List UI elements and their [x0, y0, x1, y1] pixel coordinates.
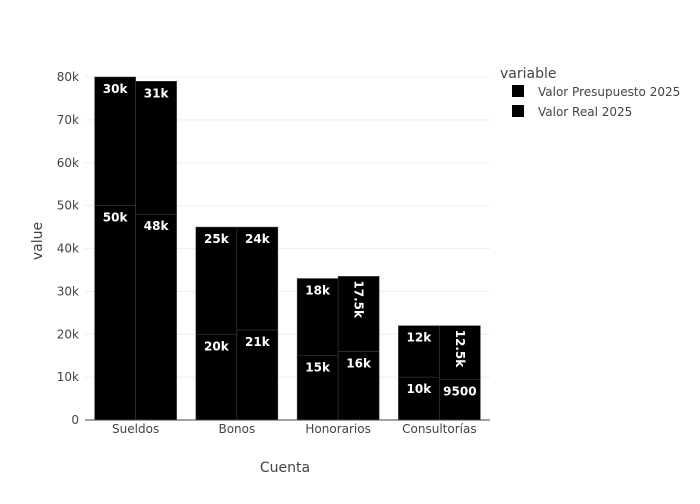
bar-data-label: 21k: [245, 335, 271, 349]
x-tick-label: Honorarios: [305, 422, 370, 436]
bar-data-label: 50k: [103, 211, 129, 225]
bar-data-label: 12.5k: [453, 330, 467, 369]
legend: variable Valor Presupuesto 2025 Valor Re…: [500, 66, 680, 119]
bars-layer: [94, 76, 481, 421]
x-tick-label: Sueldos: [112, 422, 159, 436]
legend-label-real: Valor Real 2025: [538, 105, 632, 119]
x-tick-label: Bonos: [218, 422, 255, 436]
y-tick-label: 40k: [57, 242, 79, 256]
bar-segment: [296, 278, 339, 356]
axes-layer: 0 10k 20k 30k 40k 50k 60k 70k 80k Sueldos Bonos Hon…: [57, 70, 490, 436]
bar-segment: [439, 325, 481, 380]
bar-segment: [94, 205, 136, 421]
legend-swatch-presupuesto: [512, 85, 524, 97]
y-tick-label: 70k: [57, 113, 79, 127]
bar-segment: [398, 325, 440, 378]
y-tick-label: 20k: [57, 327, 79, 341]
bar-data-label: 15k: [305, 361, 331, 375]
y-tick-label: 10k: [57, 370, 79, 384]
y-tick-label: 0: [71, 413, 79, 427]
bar-segment: [236, 329, 279, 421]
bar-data-label: 10k: [407, 382, 433, 396]
bar-data-label: 9500: [443, 384, 476, 398]
bar-data-label: 24k: [245, 232, 271, 246]
legend-label-presupuesto: Valor Presupuesto 2025: [538, 85, 680, 99]
data-labels-layer: 50k 30k 20k 25k 15k 18k 10k 12k 48k 31k 21k 24k 16k 1…: [103, 82, 477, 398]
bar-segment: [135, 213, 177, 421]
y-axis-title: value: [30, 222, 46, 260]
x-axis-title: Cuenta: [260, 460, 310, 476]
legend-swatch-real: [512, 105, 524, 117]
bar-segment: [439, 379, 481, 421]
bar-data-label: 30k: [103, 82, 129, 96]
bar-segment: [195, 334, 238, 421]
bar-data-label: 17.5k: [352, 280, 366, 319]
y-tick-label: 30k: [57, 284, 79, 298]
bar-data-label: 25k: [204, 232, 230, 246]
bar-data-label: 48k: [144, 219, 170, 233]
y-tick-label: 50k: [57, 199, 79, 213]
legend-title: variable: [500, 66, 556, 82]
legend-item-real[interactable]: Valor Real 2025: [512, 105, 632, 119]
bar-segment: [94, 76, 136, 206]
bar-segment: [337, 351, 380, 421]
y-tick-label: 60k: [57, 156, 79, 170]
bar-data-label: 12k: [407, 331, 433, 345]
bar-segment: [337, 276, 380, 352]
bar-data-label: 20k: [204, 339, 230, 353]
bar-segment: [135, 81, 177, 215]
y-tick-label: 80k: [57, 70, 79, 84]
bar-segment: [236, 226, 279, 331]
bar-data-label: 18k: [305, 284, 331, 298]
legend-item-presupuesto[interactable]: Valor Presupuesto 2025: [512, 85, 680, 99]
bar-data-label: 31k: [144, 86, 170, 100]
bar-data-label: 16k: [346, 356, 372, 370]
x-tick-label: Consultorías: [402, 422, 476, 436]
